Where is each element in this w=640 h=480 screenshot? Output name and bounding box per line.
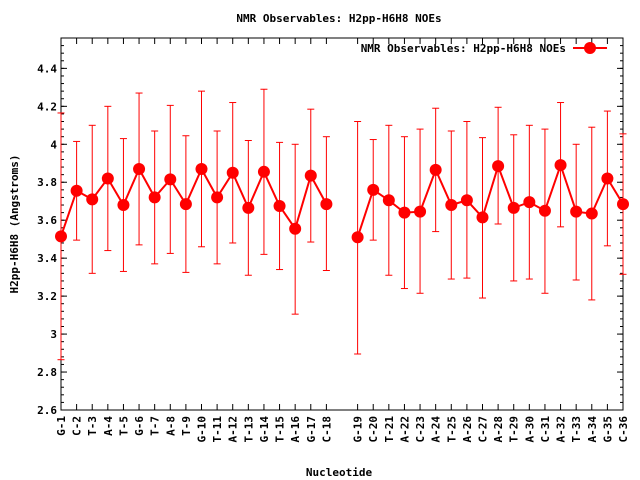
chart-title: NMR Observables: H2pp-H6H8 NOEs xyxy=(236,12,441,25)
data-point xyxy=(195,162,208,175)
x-tick-label: A-26 xyxy=(461,416,474,443)
x-tick-label: C-20 xyxy=(367,416,380,443)
data-point xyxy=(257,165,270,178)
x-tick-label: G-14 xyxy=(258,416,271,443)
x-tick-label: A-4 xyxy=(102,416,115,436)
data-point xyxy=(460,194,473,207)
y-tick-label: 3.4 xyxy=(37,252,57,265)
data-point xyxy=(55,230,67,243)
x-tick-label: G-35 xyxy=(601,416,614,443)
x-tick-label: T-25 xyxy=(445,416,458,443)
y-tick-label: 3.8 xyxy=(37,176,57,189)
data-point xyxy=(289,222,302,235)
x-tick-label: A-30 xyxy=(523,416,536,443)
data-point xyxy=(554,159,567,172)
legend-marker xyxy=(584,42,596,54)
y-tick-label: 2.8 xyxy=(37,366,57,379)
x-tick-label: C-2 xyxy=(71,416,84,436)
data-point xyxy=(523,196,536,209)
x-tick-label: A-22 xyxy=(398,416,411,443)
data-point xyxy=(242,201,255,214)
y-tick-label: 4 xyxy=(50,138,57,151)
data-point xyxy=(382,194,395,207)
x-tick-label: C-27 xyxy=(477,416,490,443)
data-point xyxy=(570,205,583,218)
data-point xyxy=(538,204,551,217)
x-tick-label: T-15 xyxy=(274,416,287,443)
x-tick-label: A-34 xyxy=(586,416,599,443)
data-point xyxy=(117,199,130,212)
data-point xyxy=(86,193,99,206)
x-tick-label: A-28 xyxy=(492,416,505,443)
y-tick-label: 4.4 xyxy=(37,62,57,75)
series-layer xyxy=(55,88,629,361)
x-tick-label: T-33 xyxy=(570,416,583,443)
data-point xyxy=(429,163,442,176)
x-axis-label: Nucleotide xyxy=(306,466,373,479)
x-tick-label: T-7 xyxy=(149,416,162,436)
x-tick-label: G-10 xyxy=(196,416,209,443)
data-point xyxy=(414,205,427,218)
data-point xyxy=(507,201,520,214)
legend-label: NMR Observables: H2pp-H6H8 NOEs xyxy=(361,42,566,55)
data-point xyxy=(70,184,83,197)
x-tick-label: T-5 xyxy=(117,416,130,436)
x-tick-label: T-29 xyxy=(508,416,521,443)
x-tick-label: T-11 xyxy=(211,416,224,443)
x-axis: G-1 C-2 T-3 A-4 T-5 G-6 T-7 A-8 T-9 G-10 T-11 A-12 T… xyxy=(55,38,630,443)
y-tick-label: 3.2 xyxy=(37,290,57,303)
x-tick-label: T-13 xyxy=(242,416,255,443)
data-point xyxy=(617,198,629,211)
data-point xyxy=(133,162,146,175)
x-tick-label: G-19 xyxy=(352,416,365,443)
x-tick-label: A-24 xyxy=(430,416,443,443)
data-point xyxy=(148,191,161,204)
x-tick-label: T-21 xyxy=(383,416,396,443)
data-point xyxy=(101,172,114,185)
data-point xyxy=(601,172,614,185)
data-point xyxy=(164,173,177,186)
y-axis-label: H2pp-H6H8 (Angstroms) xyxy=(8,154,21,293)
y-tick-label: 3 xyxy=(50,328,57,341)
x-tick-label: T-3 xyxy=(86,416,99,436)
x-tick-label: A-16 xyxy=(289,416,302,443)
y-tick-label: 2.6 xyxy=(37,404,57,417)
x-tick-label: C-31 xyxy=(539,416,552,443)
data-point xyxy=(226,166,239,179)
data-point xyxy=(476,211,489,224)
x-tick-label: A-32 xyxy=(555,416,568,443)
x-tick-label: T-9 xyxy=(180,416,193,436)
x-tick-label: C-23 xyxy=(414,416,427,443)
data-point xyxy=(351,231,364,244)
x-tick-label: A-12 xyxy=(227,416,240,443)
x-tick-label: G-6 xyxy=(133,416,146,436)
data-point xyxy=(367,183,380,196)
data-point xyxy=(445,199,458,212)
y-tick-label: 4.2 xyxy=(37,100,57,113)
data-point xyxy=(320,198,333,211)
x-tick-label: G-17 xyxy=(305,416,318,443)
y-tick-label: 3.6 xyxy=(37,214,57,227)
data-point xyxy=(585,207,598,220)
x-tick-label: C-36 xyxy=(617,416,630,443)
data-point xyxy=(211,191,224,204)
data-point xyxy=(273,199,286,212)
data-point xyxy=(179,198,192,211)
legend: NMR Observables: H2pp-H6H8 NOEs xyxy=(361,42,607,55)
x-tick-label: A-8 xyxy=(164,416,177,436)
data-point xyxy=(492,160,505,173)
x-tick-label: G-1 xyxy=(55,416,68,436)
x-tick-label: C-18 xyxy=(320,416,333,443)
data-point xyxy=(398,206,411,219)
data-point xyxy=(304,169,317,182)
y-axis: 2.6 2.8 3 3.2 3.4 3.6 3.8 4 4.2 4.4 xyxy=(37,37,623,417)
